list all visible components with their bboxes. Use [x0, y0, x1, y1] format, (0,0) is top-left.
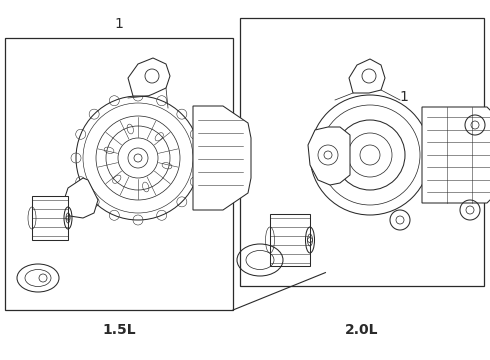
Text: 1: 1 [115, 17, 123, 31]
Text: 1.5L: 1.5L [102, 323, 136, 337]
Circle shape [71, 153, 81, 163]
Bar [5, 38, 233, 310]
Circle shape [133, 215, 143, 225]
Polygon shape [128, 58, 170, 96]
Circle shape [76, 177, 86, 187]
Polygon shape [193, 106, 251, 210]
Circle shape [177, 197, 187, 207]
Circle shape [109, 210, 119, 220]
Polygon shape [270, 214, 310, 266]
Circle shape [89, 197, 99, 207]
Circle shape [177, 109, 187, 119]
Text: 1: 1 [399, 90, 409, 104]
Polygon shape [422, 107, 490, 203]
Polygon shape [63, 178, 98, 218]
Circle shape [157, 96, 167, 106]
Bar [240, 18, 484, 286]
Circle shape [157, 210, 167, 220]
Polygon shape [349, 59, 385, 93]
Circle shape [89, 109, 99, 119]
Circle shape [133, 91, 143, 101]
Circle shape [76, 129, 86, 139]
Circle shape [190, 129, 200, 139]
Circle shape [109, 96, 119, 106]
Circle shape [190, 177, 200, 187]
Text: 2.0L: 2.0L [345, 323, 379, 337]
Polygon shape [308, 127, 350, 185]
Circle shape [195, 153, 205, 163]
Polygon shape [32, 196, 68, 240]
